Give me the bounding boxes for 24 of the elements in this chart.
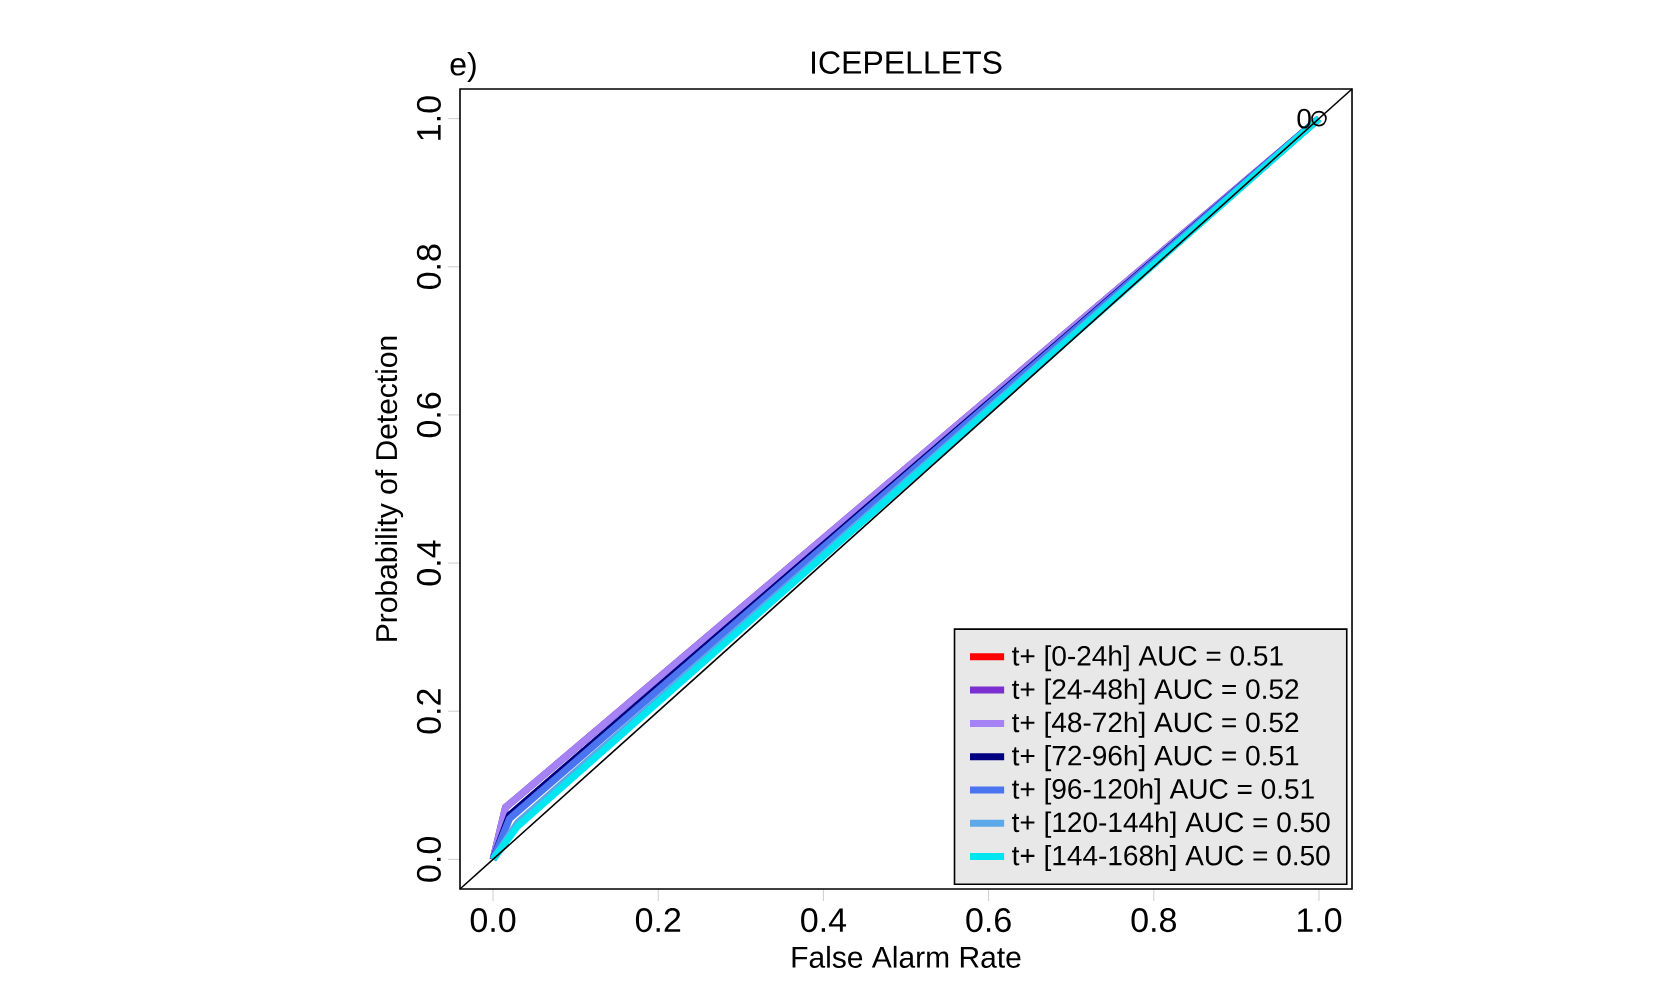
y-axis-title: Probability of Detection xyxy=(375,336,404,641)
legend-label: t+ [120-144h] AUC = 0.50 xyxy=(1012,811,1330,838)
y-tick-label: 0.8 xyxy=(416,244,441,290)
legend-label: t+ [144-168h] AUC = 0.50 xyxy=(1012,844,1330,871)
y-tick-label: 0.2 xyxy=(416,689,441,734)
legend-label: t+ [24-48h] AUC = 0.52 xyxy=(1012,678,1299,705)
x-tick-label: 0.2 xyxy=(635,908,681,933)
y-tick-label: 0.0 xyxy=(416,837,441,882)
y-tick-label: 0.6 xyxy=(416,392,441,438)
text: e) xyxy=(450,52,476,82)
legend-label: t+ [72-96h] AUC = 0.51 xyxy=(1012,745,1299,772)
y-tick-label: 0.4 xyxy=(416,540,441,586)
chart-title: ICEPELLETS xyxy=(812,51,1002,74)
legend-label: t+ [48-72h] AUC = 0.52 xyxy=(1012,711,1299,738)
annotation: 0 xyxy=(1297,108,1311,129)
x-tick-label: 0.8 xyxy=(1131,908,1176,933)
x-tick-label: 0.0 xyxy=(470,908,516,933)
x-tick-label: 0.6 xyxy=(966,908,1011,933)
y-tick-label: 1.0 xyxy=(416,96,441,140)
x-axis-title: False Alarm Rate xyxy=(792,945,1021,968)
x-tick-label: 0.4 xyxy=(801,908,847,933)
legend-label: t+ [96-120h] AUC = 0.51 xyxy=(1012,778,1314,805)
x-tick-label: 1.0 xyxy=(1297,908,1342,933)
legend-label: t+ [0-24h] AUC = 0.51 xyxy=(1012,645,1283,672)
